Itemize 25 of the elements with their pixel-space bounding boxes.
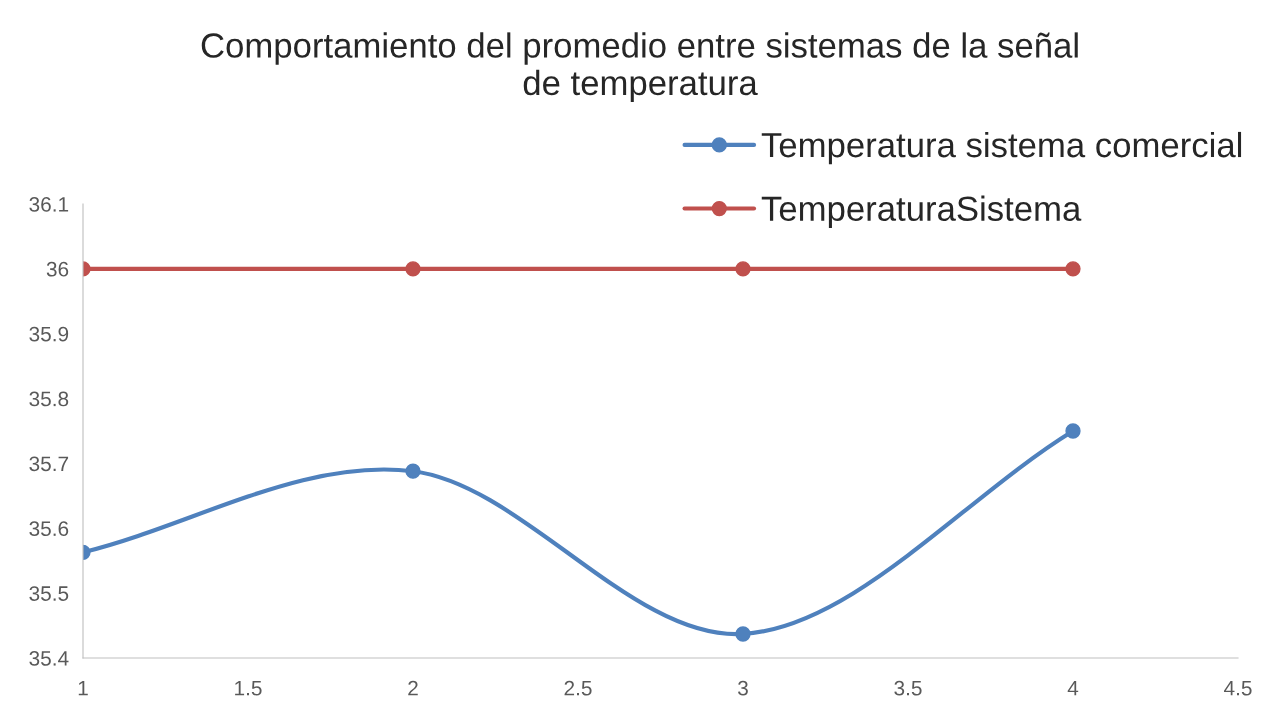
x-tick-label: 4 [1067, 680, 1079, 696]
x-tick-label: 4.5 [1224, 680, 1252, 696]
legend-label: Temperatura sistema comercial [761, 131, 1242, 165]
point [735, 261, 751, 277]
point [1065, 261, 1081, 277]
y-tick-label: 35.8 [29, 391, 69, 407]
y-tick-label: 35.4 [29, 651, 69, 666]
x-tick-label: 1 [78, 680, 88, 696]
y-tick-label: 35.5 [29, 586, 69, 601]
y-tick-label: 35.6 [29, 521, 69, 537]
x-tick-label: 2.5 [564, 680, 592, 696]
point [1065, 423, 1081, 439]
point [405, 261, 421, 277]
y-tick-label: 35.9 [29, 326, 69, 342]
chart-title: Comportamiento del promedio entre sistemas de la señal de temperatura [201, 32, 1078, 103]
x-tick-label: 3 [738, 680, 748, 696]
x-tick-label: 1.5 [235, 680, 262, 696]
y-tick-label: 35.7 [29, 456, 69, 472]
x-tick-label: 2 [408, 680, 418, 696]
legend-label: TemperaturaSistema [761, 195, 1082, 228]
y-tick-label: 36.1 [29, 197, 69, 212]
y-tick-label: 36 [46, 261, 69, 277]
x-tick-label: 3.5 [894, 680, 922, 696]
point [405, 463, 421, 479]
point [735, 626, 751, 642]
